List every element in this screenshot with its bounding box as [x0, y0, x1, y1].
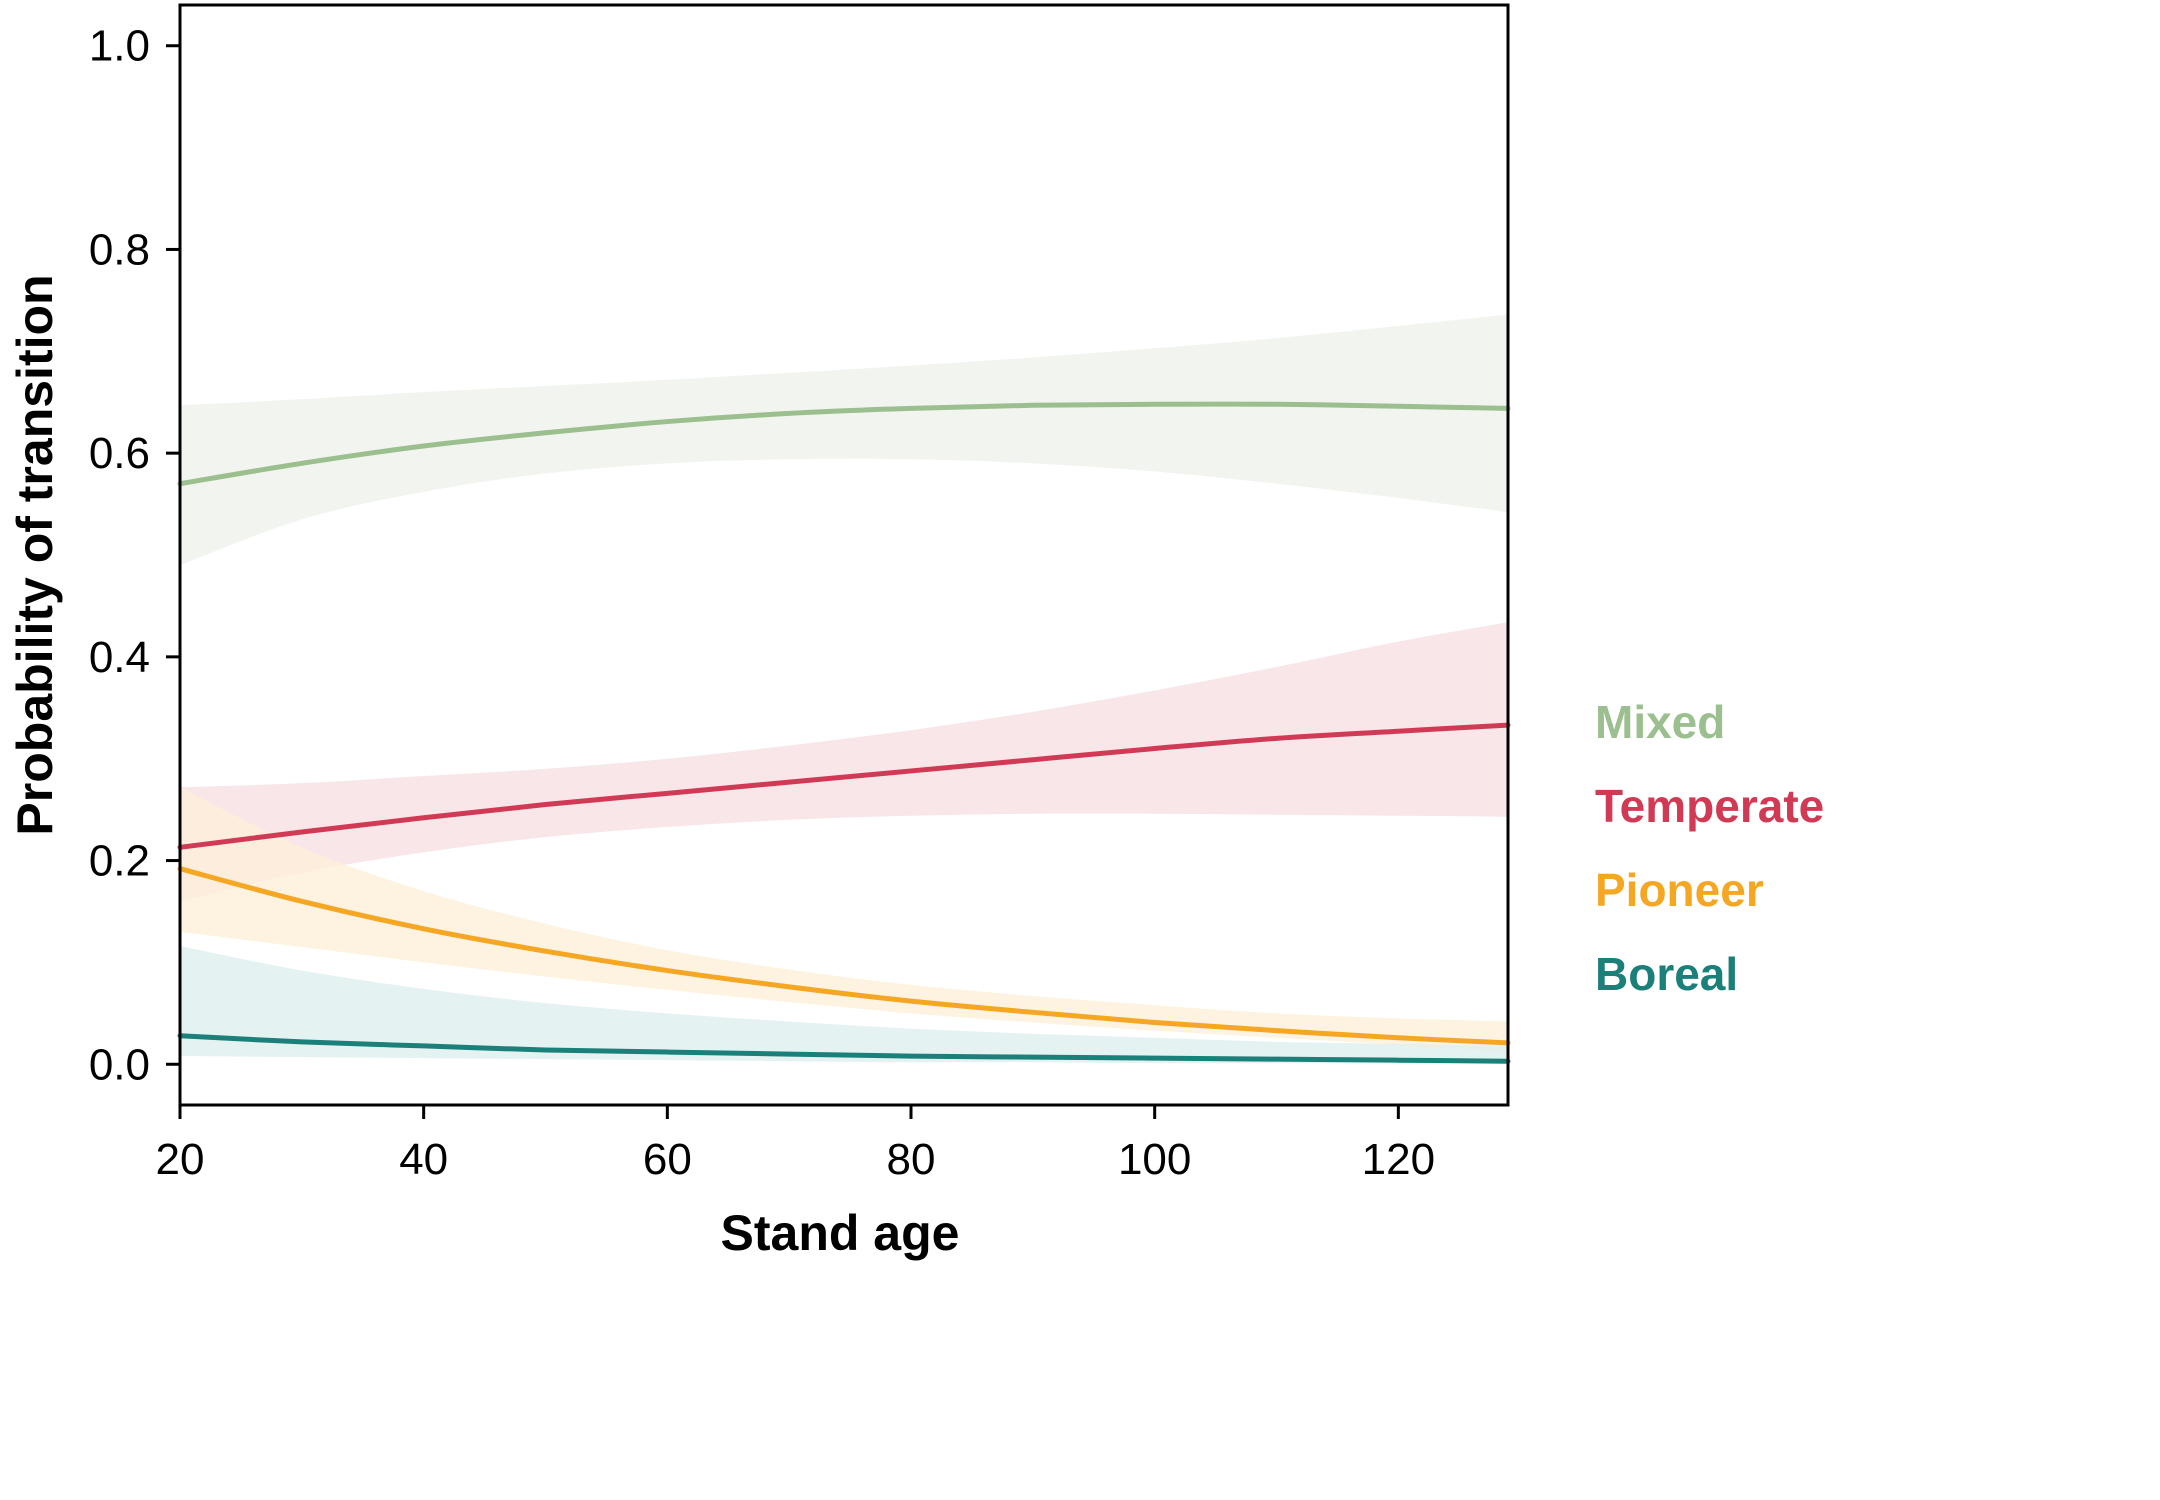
y-tick-label: 0.4: [89, 633, 150, 682]
confidence-bands: [180, 314, 1508, 1064]
x-tick-label: 60: [643, 1135, 692, 1184]
y-tick-label: 0.6: [89, 429, 150, 478]
y-tick-label: 0.8: [89, 225, 150, 274]
line-mixed: [177, 401, 1511, 487]
y-tick-label: 1.0: [89, 22, 150, 71]
legend: Mixed Temperate Pioneer Boreal: [1595, 696, 1824, 1000]
band-mixed: [180, 314, 1508, 566]
legend-item-temperate: Temperate: [1595, 780, 1824, 832]
line-boreal: [177, 1033, 1511, 1064]
band-boreal: [180, 946, 1508, 1064]
x-tick-label: 40: [399, 1135, 448, 1184]
legend-item-boreal: Boreal: [1595, 948, 1738, 1000]
x-tick-label: 20: [156, 1135, 205, 1184]
plot-frame: [178, 3, 1510, 1107]
x-tick-label: 80: [887, 1135, 936, 1184]
y-tick-label: 0.0: [89, 1040, 150, 1089]
line-pioneer: [177, 866, 1511, 1046]
x-axis-title: Stand age: [721, 1205, 960, 1261]
legend-item-pioneer: Pioneer: [1595, 864, 1764, 916]
line-temperate: [177, 722, 1511, 850]
band-temperate: [180, 622, 1508, 902]
axes: 0.0 0.2 0.4 0.6 0.8 1.0 20 40 60 80 100 120: [89, 22, 1435, 1184]
band-pioneer: [180, 787, 1508, 1053]
series-lines: [177, 401, 1511, 1064]
legend-item-mixed: Mixed: [1595, 696, 1725, 748]
y-axis-title: Probability of transition: [7, 274, 63, 835]
x-tick-label: 100: [1118, 1135, 1191, 1184]
x-tick-label: 120: [1362, 1135, 1435, 1184]
y-tick-label: 0.2: [89, 837, 150, 886]
